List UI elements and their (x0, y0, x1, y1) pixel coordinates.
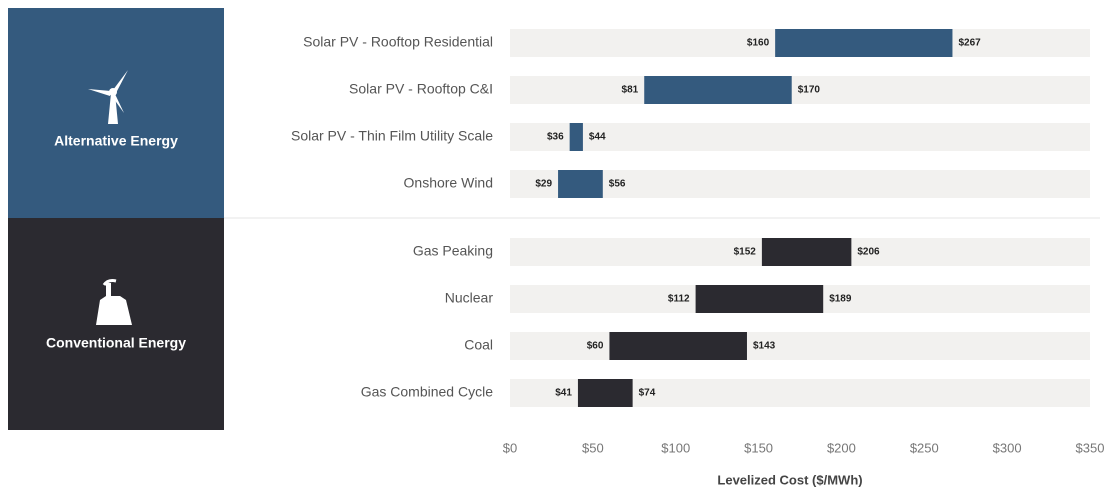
category-label: Solar PV - Rooftop Residential (303, 34, 493, 50)
category-label: Nuclear (445, 290, 494, 306)
wind-icon (88, 70, 128, 124)
bar (695, 285, 824, 313)
bar (761, 238, 852, 266)
category-label: Solar PV - Rooftop C&I (349, 81, 493, 97)
low-label: $60 (587, 341, 604, 352)
track (510, 332, 1090, 360)
low-label: $36 (547, 132, 564, 143)
x-tick-label: $100 (661, 440, 690, 455)
low-label: $160 (747, 38, 770, 49)
low-label: $112 (668, 294, 690, 305)
group-label: Conventional Energy (46, 335, 186, 351)
low-label: $152 (734, 247, 757, 258)
high-label: $267 (958, 38, 981, 49)
low-label: $81 (622, 85, 639, 96)
category-label: Coal (464, 337, 493, 353)
x-tick-label: $250 (910, 440, 939, 455)
category-label: Gas Peaking (413, 243, 493, 259)
bar (569, 123, 583, 151)
group-label: Alternative Energy (54, 133, 178, 149)
bar (558, 170, 603, 198)
high-label: $170 (798, 85, 821, 96)
track (510, 76, 1090, 104)
bar (775, 29, 953, 57)
bar (609, 332, 747, 360)
track (510, 123, 1090, 151)
high-label: $143 (753, 341, 776, 352)
x-tick-label: $300 (993, 440, 1022, 455)
high-label: $206 (857, 247, 880, 258)
bar (644, 76, 792, 104)
category-label: Solar PV - Thin Film Utility Scale (291, 128, 493, 144)
plant-icon (96, 279, 132, 325)
x-tick-label: $350 (1076, 440, 1105, 455)
category-label: Onshore Wind (404, 175, 493, 191)
low-label: $41 (555, 388, 572, 399)
x-axis-label: Levelized Cost ($/MWh) (717, 472, 862, 487)
x-tick-label: $200 (827, 440, 856, 455)
bar (577, 379, 633, 407)
x-tick-label: $0 (503, 440, 517, 455)
low-label: $29 (535, 179, 552, 190)
x-tick-label: $50 (582, 440, 604, 455)
high-label: $56 (609, 179, 626, 190)
high-label: $189 (829, 294, 852, 305)
high-label: $44 (589, 132, 606, 143)
x-tick-label: $150 (744, 440, 773, 455)
high-label: $74 (639, 388, 656, 399)
track (510, 170, 1090, 198)
category-label: Gas Combined Cycle (361, 384, 493, 400)
